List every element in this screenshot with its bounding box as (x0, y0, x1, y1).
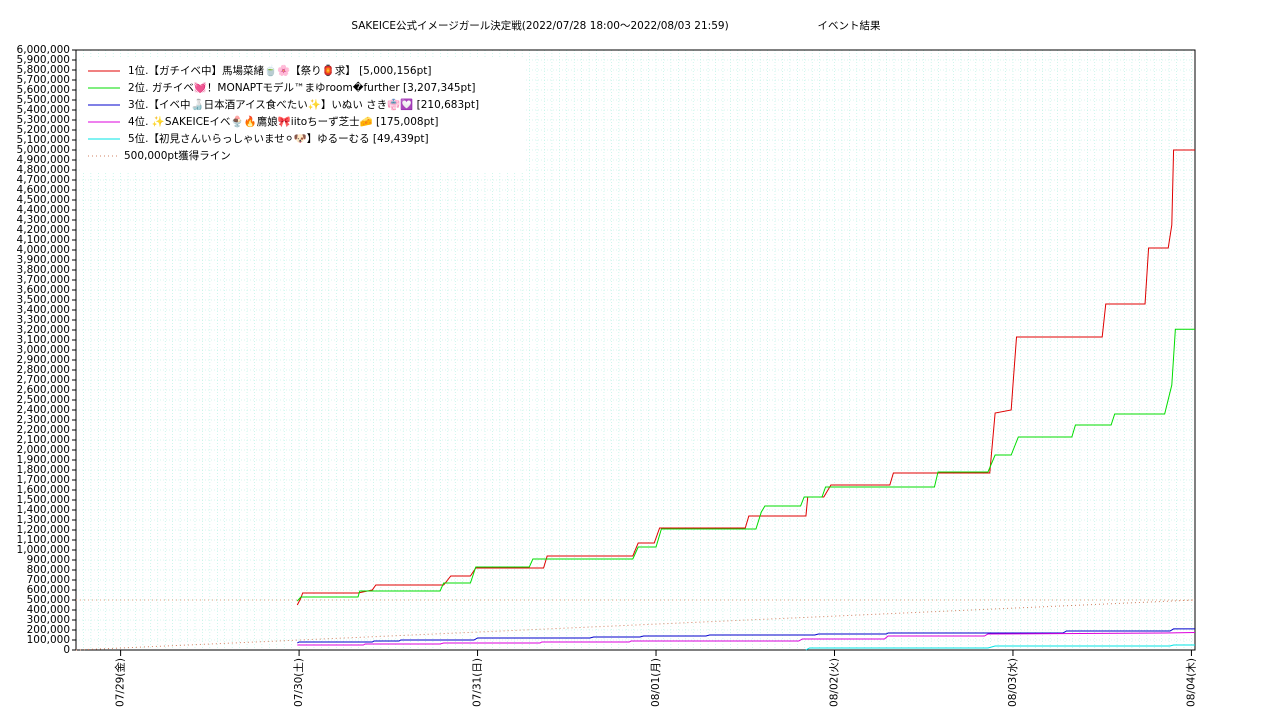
y-tick-label: 5,000,000 (17, 144, 70, 156)
y-tick-label: 1,600,000 (17, 484, 70, 496)
y-tick-label: 0 (63, 644, 70, 656)
y-tick-label: 3,700,000 (17, 274, 70, 286)
legend: 1位.【ガチイベ中】馬場菜緒🍵🌸【祭り🏮求】 [5,000,156pt] 2位. … (80, 58, 526, 173)
y-tick-label: 1,800,000 (17, 464, 70, 476)
y-tick-label: 4,800,000 (17, 164, 70, 176)
x-tick-label: 08/02(火) (828, 658, 840, 707)
y-tick-label: 3,500,000 (17, 294, 70, 306)
x-tick-label: 08/01(月) (650, 658, 662, 707)
y-tick-label: 5,600,000 (17, 84, 70, 96)
y-tick-label: 5,200,000 (17, 124, 70, 136)
y-tick-label: 2,000,000 (17, 444, 70, 456)
y-tick-label: 800,000 (27, 564, 70, 576)
y-tick-label: 3,100,000 (17, 334, 70, 346)
series-line (75, 599, 1196, 651)
y-tick-label: 4,200,000 (17, 224, 70, 236)
y-tick-label: 100,000 (27, 634, 70, 646)
y-tick-label: 1,500,000 (17, 494, 70, 506)
y-tick-label: 1,700,000 (17, 474, 70, 486)
y-tick-label: 1,300,000 (17, 514, 70, 526)
series-line (297, 628, 1195, 644)
y-tick-label: 4,100,000 (17, 234, 70, 246)
y-tick-label: 900,000 (27, 554, 70, 566)
y-tick-label: 2,500,000 (17, 394, 70, 406)
y-tick-label: 1,200,000 (17, 524, 70, 536)
legend-label: 5位.【初見さんいらっしゃいませ⚪🐶】ゆるーむる [49,439pt] (128, 132, 429, 145)
y-tick-label: 2,300,000 (17, 414, 70, 426)
y-tick-label: 600,000 (27, 584, 70, 596)
y-tick-label: 5,700,000 (17, 74, 70, 86)
y-tick-label: 6,000,000 (17, 44, 70, 56)
y-tick-label: 3,400,000 (17, 304, 70, 316)
y-tick-label: 700,000 (27, 574, 70, 586)
y-tick-label: 5,500,000 (17, 94, 70, 106)
y-tick-label: 4,600,000 (17, 184, 70, 196)
legend-label: 500,000pt獲得ライン (124, 149, 231, 162)
series-line (296, 149, 1195, 606)
chart-title: SAKEICE公式イメージガール決定戦(2022/07/28 18:00～202… (351, 19, 728, 32)
y-tick-label: 3,300,000 (17, 314, 70, 326)
series-line (297, 631, 1196, 646)
y-tick-label: 3,200,000 (17, 324, 70, 336)
series-line (296, 328, 1195, 602)
y-tick-label: 3,600,000 (17, 284, 70, 296)
x-tick-label: 07/30(土) (292, 658, 305, 707)
legend-label: 3位.【イベ中🍶日本酒アイス食べたい✨】いぬい さき👘💟 [210,683pt] (128, 98, 479, 111)
y-tick-label: 5,100,000 (17, 134, 70, 146)
y-tick-label: 2,900,000 (17, 354, 70, 366)
y-tick-label: 3,900,000 (17, 254, 70, 266)
y-tick-label: 1,400,000 (17, 504, 70, 516)
x-tick-label: 08/04(木) (1185, 658, 1197, 707)
y-tick-label: 3,800,000 (17, 264, 70, 276)
y-tick-label: 4,500,000 (17, 194, 70, 206)
y-tick-label: 400,000 (27, 604, 70, 616)
legend-label: 1位.【ガチイベ中】馬場菜緒🍵🌸【祭り🏮求】 [5,000,156pt] (128, 64, 432, 77)
y-tick-label: 2,400,000 (17, 404, 70, 416)
y-tick-label: 5,900,000 (17, 54, 70, 66)
y-tick-label: 5,400,000 (17, 104, 70, 116)
legend-label: 2位. ガチイベ💓！MONAPTモデル™まゆroom�further [3,20… (128, 81, 475, 94)
y-tick-label: 5,300,000 (17, 114, 70, 126)
legend-box (80, 58, 526, 173)
legend-label: 4位. ✨SAKEICEイベ🍨🔥鷹娘🎀iitoちーず芝士🧀 [175,008pt… (128, 115, 438, 128)
y-tick-label: 4,000,000 (17, 244, 70, 256)
x-tick-label: 07/31(日) (472, 658, 484, 707)
y-tick-label: 4,300,000 (17, 214, 70, 226)
x-tick-label: 08/03(水) (1007, 658, 1019, 707)
y-tick-label: 300,000 (27, 614, 70, 626)
y-tick-label: 5,800,000 (17, 64, 70, 76)
y-tick-label: 2,200,000 (17, 424, 70, 436)
plot-frame (75, 49, 1196, 651)
y-tick-label: 1,000,000 (17, 544, 70, 556)
y-tick-label: 2,800,000 (17, 364, 70, 376)
y-tick-label: 1,100,000 (17, 534, 70, 546)
x-tick-label: 07/29(金) (114, 658, 127, 707)
y-tick-label: 2,700,000 (17, 374, 70, 386)
y-tick-label: 2,600,000 (17, 384, 70, 396)
y-tick-label: 200,000 (27, 624, 70, 636)
series-line (805, 644, 1195, 651)
y-tick-label: 4,700,000 (17, 174, 70, 186)
y-tick-label: 500,000 (27, 594, 70, 606)
y-tick-label: 1,900,000 (17, 454, 70, 466)
y-tick-label: 4,400,000 (17, 204, 70, 216)
chart-subtitle: イベント結果 (818, 19, 881, 32)
y-tick-label: 2,100,000 (17, 434, 70, 446)
y-tick-label: 4,900,000 (17, 154, 70, 166)
y-tick-label: 3,000,000 (17, 344, 70, 356)
